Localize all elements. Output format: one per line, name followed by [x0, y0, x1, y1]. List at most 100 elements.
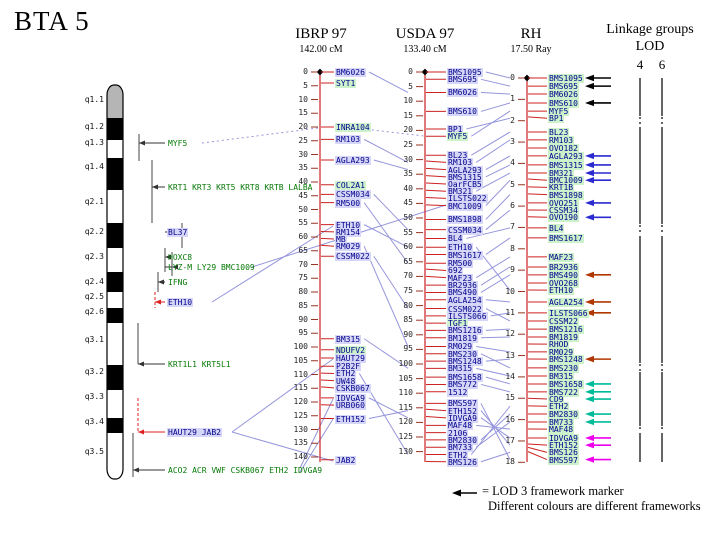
- connector-line: [466, 227, 511, 239]
- marker-leader-line: [527, 178, 548, 181]
- connector-line: [373, 159, 409, 171]
- marker-leader-line: [320, 237, 335, 240]
- connector-line: [475, 172, 511, 192]
- physical-link-line: [201, 127, 319, 144]
- physical-leader-arrowhead: [155, 299, 161, 305]
- physical-leader-arrowhead: [138, 361, 144, 367]
- physical-leader-arrowhead: [139, 140, 145, 146]
- framework-arrowhead: [585, 388, 594, 396]
- connector-line: [476, 367, 511, 377]
- linkage-groups-header: Linkage groups LOD: [598, 22, 702, 55]
- connector-line: [485, 299, 511, 303]
- connector-line: [480, 403, 511, 460]
- chromosome-band: [107, 85, 123, 118]
- connector-line: [485, 237, 511, 255]
- connector-line: [363, 224, 409, 248]
- connector-line: [466, 117, 511, 130]
- connector-line: [480, 78, 511, 87]
- connector-line: [480, 274, 511, 293]
- marker-leader-line: [527, 446, 548, 453]
- connector-line: [490, 312, 511, 317]
- column-subtitle-rh: 17.50 Ray: [510, 44, 552, 55]
- connector-line: [485, 194, 511, 220]
- marker-leader-line: [527, 443, 548, 446]
- marker-leader-line: [527, 397, 548, 400]
- connector-line: [485, 179, 511, 206]
- marker-leader-line: [425, 189, 447, 192]
- chromosome-band: [107, 272, 123, 292]
- framework-arrowhead: [585, 152, 594, 160]
- framework-arrowhead: [585, 298, 594, 306]
- connector-line: [373, 194, 409, 231]
- chromosome-band: [107, 118, 123, 140]
- framework-arrowhead: [585, 177, 594, 184]
- lod-4-label: 4: [636, 57, 644, 72]
- physical-leader-arrowhead: [152, 184, 158, 190]
- connector-line: [363, 138, 409, 163]
- chromosome-band: [107, 365, 123, 390]
- connector-line: [480, 102, 511, 112]
- figure-title: BTA 5: [14, 6, 90, 36]
- marker-leader-line: [425, 268, 447, 271]
- chromosome-outline: [106, 84, 124, 480]
- connector-line: [485, 164, 511, 178]
- chromosome-band: [107, 190, 123, 223]
- framework-arrowhead: [585, 82, 594, 90]
- column-header-usda: USDA 97 133.40 cM: [375, 26, 475, 55]
- physical-leader-arrowhead: [133, 467, 139, 473]
- chromosome-band: [107, 390, 123, 418]
- chromosome-band: [107, 308, 123, 323]
- physical-link-line: [299, 398, 334, 469]
- connector-line: [480, 353, 511, 369]
- connector-line: [471, 131, 511, 156]
- legend-line2: Different colours are different framewor…: [488, 499, 701, 513]
- column-title-rh: RH: [520, 26, 542, 42]
- column-subtitle-usda: 133.40 cM: [403, 44, 447, 55]
- column-title-ibrp: IBRP 97: [295, 26, 347, 42]
- legend-arrow-icon: [452, 489, 477, 497]
- marker-leader-line: [320, 244, 335, 247]
- connector-line: [475, 139, 511, 163]
- framework-arrowhead: [585, 214, 594, 221]
- framework-arrowhead: [585, 355, 594, 363]
- axis-origin-diamond: [421, 68, 429, 76]
- connector-line: [485, 328, 511, 331]
- connector-line: [368, 71, 409, 93]
- connector-line: [476, 345, 511, 353]
- framework-arrowhead: [585, 395, 594, 403]
- marker-leader-line: [425, 408, 447, 412]
- marker-leader-line: [425, 182, 447, 185]
- connector-line: [485, 155, 511, 171]
- connector-line: [480, 91, 511, 95]
- column-subtitle-ibrp: 142.00 cM: [299, 44, 343, 55]
- framework-arrowhead: [585, 99, 594, 107]
- chromosome-band: [107, 418, 123, 433]
- chromosome-band: [107, 292, 123, 308]
- framework-arrowhead: [585, 441, 594, 449]
- connector-line: [373, 255, 409, 309]
- physical-leader-arrowhead: [158, 279, 164, 285]
- physical-link-line: [346, 126, 425, 137]
- marker-leader-line: [527, 186, 548, 188]
- framework-arrowhead: [585, 199, 594, 207]
- axis-origin-diamond: [523, 74, 531, 82]
- marker-leader-line: [527, 193, 548, 196]
- marker-leader-line: [320, 386, 335, 389]
- axis-origin-diamond: [316, 68, 324, 76]
- physical-leader-arrowhead: [138, 429, 144, 435]
- connector-line: [485, 209, 511, 231]
- framework-arrowhead: [585, 74, 594, 82]
- marker-leader-line: [425, 416, 447, 419]
- marker-leader-line: [425, 167, 447, 171]
- lod-6-label: 6: [658, 57, 666, 72]
- marker-leader-line: [425, 204, 447, 207]
- chromosome-band: [107, 248, 123, 272]
- column-title-usda: USDA 97: [395, 26, 455, 42]
- connector-line: [475, 256, 511, 279]
- physical-leader-arrowhead: [172, 264, 178, 270]
- lod-label: LOD: [635, 39, 665, 54]
- connector-line: [480, 336, 511, 339]
- connector-line: [471, 110, 511, 137]
